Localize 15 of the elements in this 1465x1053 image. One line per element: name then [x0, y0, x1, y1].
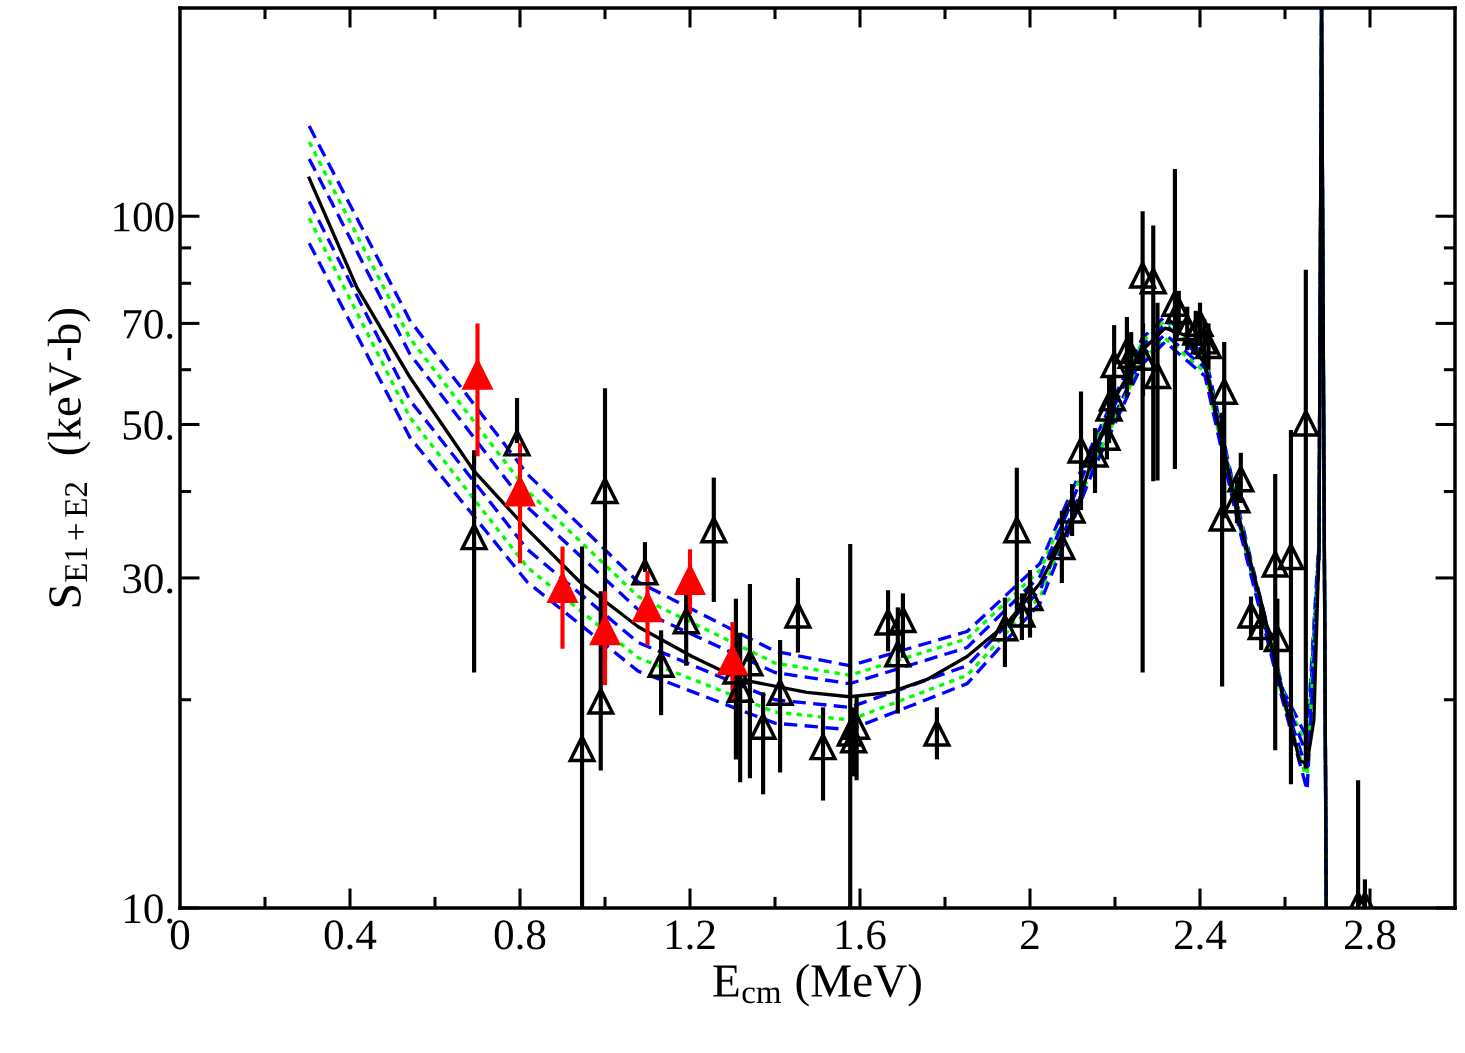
x-tick-label: 2.8	[1344, 920, 1396, 950]
x-tick-label: 1.2	[666, 920, 715, 950]
y-tick-label: 50.	[123, 410, 173, 441]
y-tick-label: 100	[114, 202, 174, 232]
y-tick-label: 70.	[124, 309, 173, 339]
x-axis-title: E$_{cm}$ (MeV)	[713, 963, 921, 1007]
x-tick-label: 0.4	[324, 920, 377, 950]
x-tick-label: 2.4	[1174, 920, 1227, 950]
x-tick-label: 2	[1021, 920, 1039, 949]
y-axis-title: S$_{E1+E2}$ (keV-b)	[47, 309, 91, 607]
y-tick-label: 10.	[125, 894, 173, 924]
x-tick-label: 0.8	[494, 920, 546, 950]
x-tick-label: 1.6	[836, 920, 886, 950]
x-tick-label: 0	[170, 920, 190, 950]
y-tick-label: 30.	[123, 564, 173, 594]
